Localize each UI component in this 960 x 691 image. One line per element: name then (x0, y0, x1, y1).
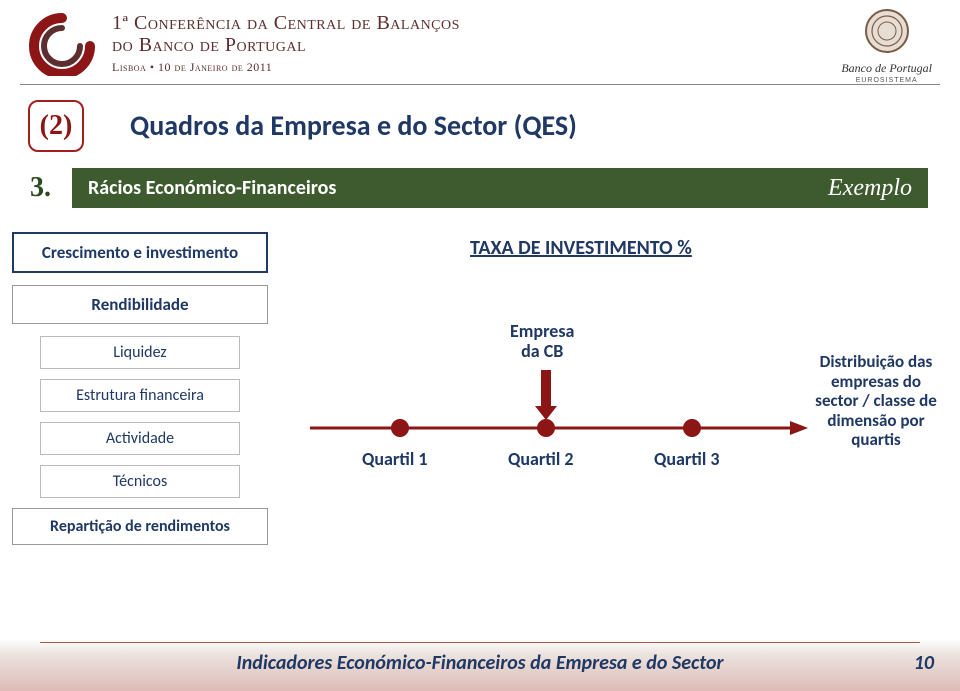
header-title-line2: do Banco de Portugal (112, 34, 306, 57)
section-number: 3. (30, 172, 51, 204)
bank-logo: Banco de Portugal EUROSISTEMA (841, 8, 932, 84)
quartil-2-label: Quartil 2 (508, 448, 573, 470)
empresa-label: Empresa da CB (510, 322, 574, 362)
slide-root: 1ª Conferência da Central de Balanços do… (0, 0, 960, 691)
sidebar-item-crescimento: Crescimento e investimento (12, 232, 268, 273)
section-title: Rácios Económico-Financeiros (88, 176, 336, 200)
bank-name: Banco de Portugal (841, 61, 932, 76)
conference-logo (24, 10, 100, 76)
empresa-line2: da CB (521, 340, 563, 362)
coin-icon (864, 8, 910, 54)
section-bar: Rácios Económico-Financeiros Exemplo (72, 168, 928, 208)
header-title-line1: 1ª Conferência da Central de Balanços (112, 12, 460, 35)
distribuicao-label: Distribuição das empresas do sector / cl… (810, 352, 942, 450)
sidebar: Crescimento e investimento Rendibilidade… (12, 232, 268, 557)
sidebar-sub-tecnicos: Técnicos (40, 465, 240, 498)
header-divider (20, 84, 940, 85)
quartil-1-label: Quartil 1 (362, 448, 427, 470)
header-subtitle: Lisboa • 10 de Janeiro de 2011 (112, 60, 272, 75)
empresa-line1: Empresa (510, 320, 574, 342)
section-example-label: Exemplo (828, 175, 912, 202)
slide-title: Quadros da Empresa e do Sector (QES) (130, 108, 577, 143)
main-heading: TAXA DE INVESTIMENTO % (470, 236, 692, 260)
sidebar-sub-estrutura: Estrutura financeira (40, 379, 240, 412)
sidebar-sub-liquidez: Liquidez (40, 336, 240, 369)
quartil-3-label: Quartil 3 (654, 448, 719, 470)
footer: Indicadores Económico-Financeiros da Emp… (0, 605, 960, 691)
slide-number-badge: (2) (28, 100, 84, 152)
sidebar-item-reparticao: Repartição de rendimentos (12, 508, 268, 545)
page-number: 10 (914, 651, 934, 675)
eurosystem-label: EUROSISTEMA (841, 77, 932, 84)
sidebar-sub-actividade: Actividade (40, 422, 240, 455)
slide-number: (2) (40, 110, 73, 142)
sidebar-item-rendibilidade: Rendibilidade (12, 285, 268, 324)
footer-text: Indicadores Económico-Financeiros da Emp… (0, 651, 960, 675)
footer-divider (40, 642, 920, 643)
